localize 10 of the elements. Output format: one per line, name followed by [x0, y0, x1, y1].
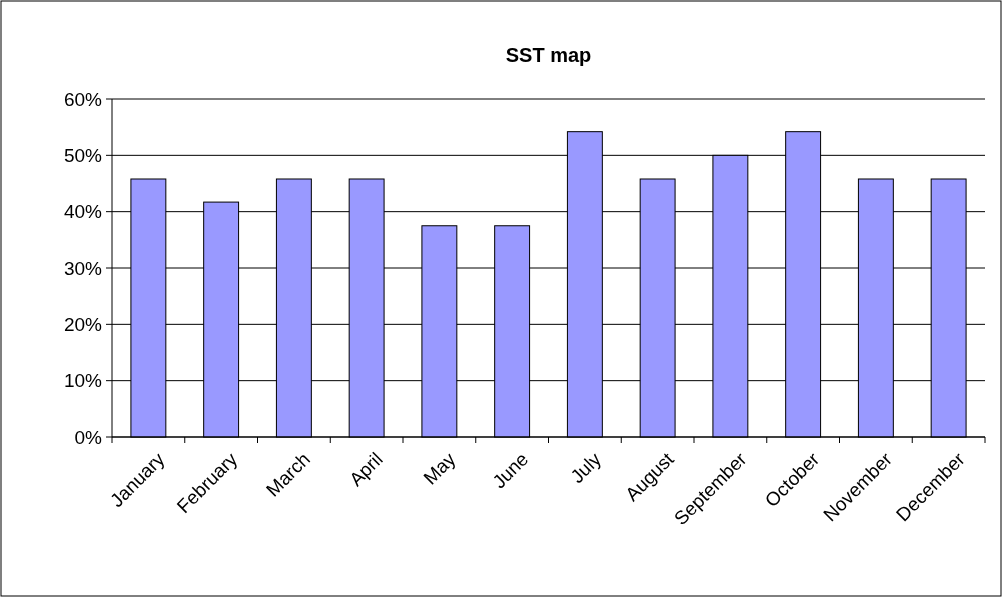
- y-tick-label: 50%: [63, 144, 103, 166]
- y-tick-label: 40%: [63, 201, 103, 223]
- chart-title: SST map: [505, 44, 592, 66]
- y-tick-label: 60%: [63, 88, 103, 110]
- y-tick-label: 0%: [74, 426, 103, 448]
- y-tick-label: 30%: [63, 257, 103, 279]
- y-tick-label: 10%: [63, 370, 103, 392]
- x-tick-label: July: [566, 448, 606, 488]
- x-tick-label: May: [419, 448, 460, 489]
- y-tick-label: 20%: [63, 313, 103, 335]
